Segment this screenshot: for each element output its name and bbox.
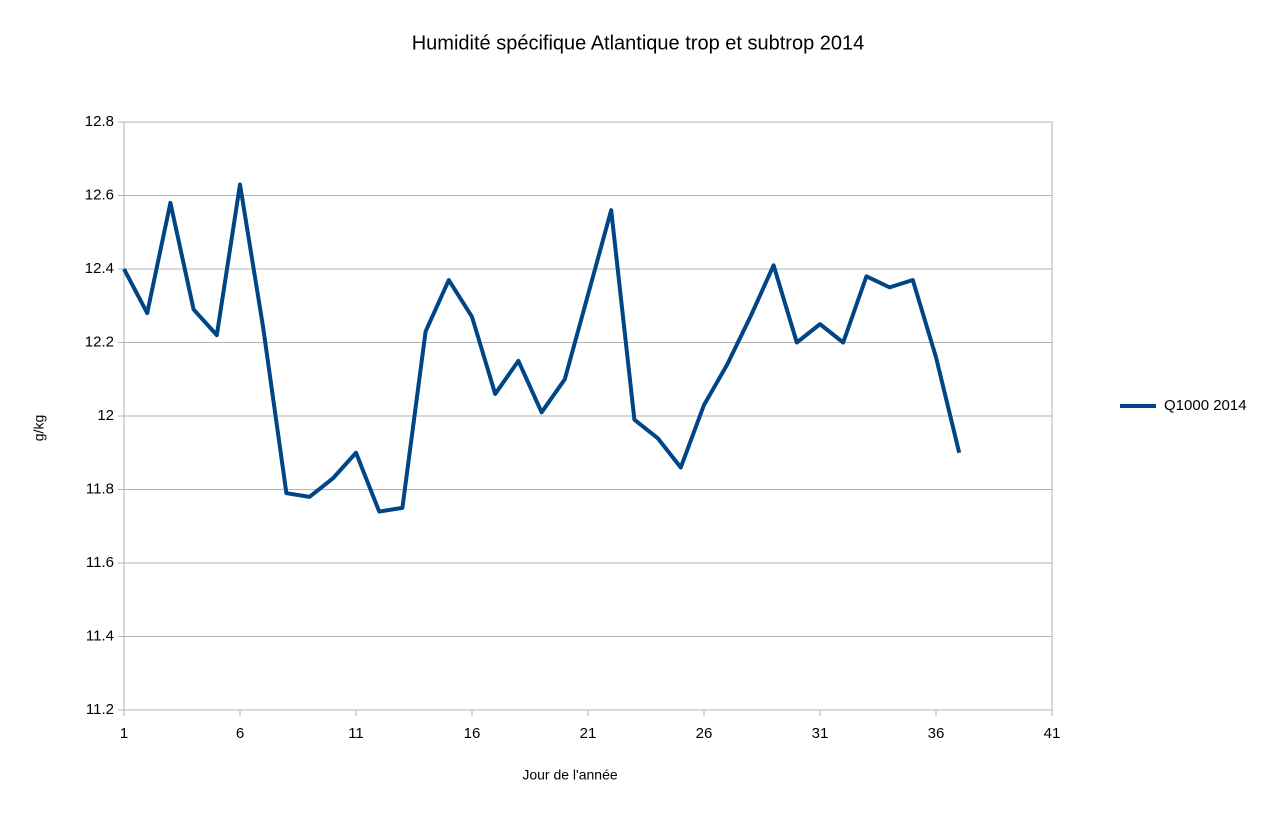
y-tick-label: 11.4 — [86, 627, 114, 644]
x-tick-label: 36 — [928, 725, 945, 742]
x-tick-label: 26 — [696, 725, 713, 742]
x-tick-label: 11 — [348, 725, 364, 742]
x-tick-label: 21 — [580, 725, 597, 742]
y-tick-label: 11.6 — [86, 554, 114, 571]
chart-title: Humidité spécifique Atlantique trop et s… — [412, 32, 865, 54]
x-tick-label: 41 — [1044, 725, 1061, 742]
y-tick-label: 12.8 — [85, 113, 114, 130]
y-axis-label: g/kg — [31, 415, 47, 441]
x-tick-label: 31 — [812, 725, 829, 742]
y-tick-label: 12.6 — [85, 186, 114, 203]
x-tick-label: 1 — [120, 725, 128, 742]
x-tick-label: 16 — [464, 725, 481, 742]
legend-label: Q1000 2014 — [1164, 397, 1247, 414]
x-tick-label: 6 — [236, 725, 244, 742]
y-tick-label: 11.2 — [86, 701, 114, 718]
y-tick-label: 12.4 — [85, 260, 114, 277]
y-tick-label: 12.2 — [85, 333, 114, 350]
x-axis-label: Jour de l'année — [522, 767, 618, 783]
data-line — [122, 182, 962, 514]
y-tick-label: 11.8 — [86, 480, 114, 497]
y-tick-label: 12 — [97, 407, 114, 424]
